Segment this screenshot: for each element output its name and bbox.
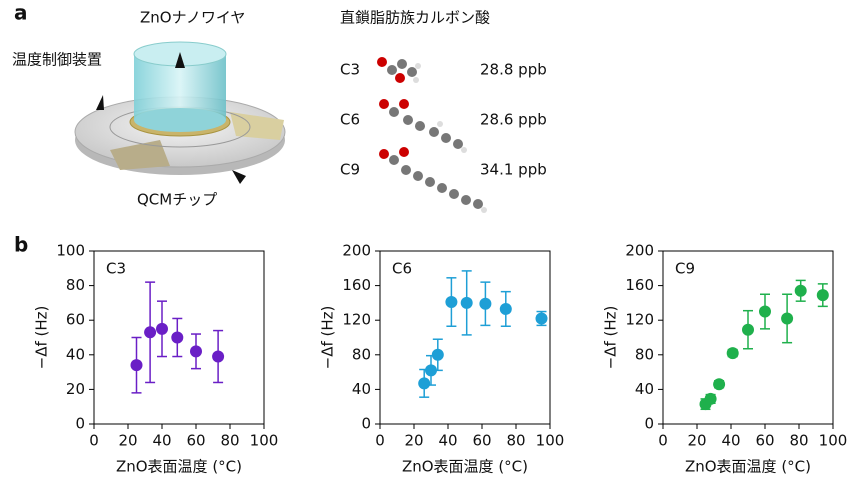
x-tick-label: 60 (472, 432, 491, 450)
y-tick-label: 0 (644, 415, 654, 433)
point (727, 347, 739, 359)
acids-title: 直鎖脂肪族カルボン酸 (340, 9, 490, 27)
point (817, 289, 829, 301)
x-tick-label: 60 (186, 432, 205, 450)
point (131, 359, 143, 371)
x-tick-label: 80 (789, 432, 808, 450)
y-tick-label: 60 (66, 311, 85, 329)
acid-name: C3 (340, 61, 360, 79)
y-axis-label: −Δf (Hz) (602, 306, 620, 370)
point (418, 377, 430, 389)
y-axis-label: −Δf (Hz) (319, 306, 337, 370)
device-illustration (75, 42, 285, 184)
point (713, 378, 725, 390)
y-axis-label: −Δf (Hz) (33, 306, 51, 370)
point (190, 345, 202, 357)
nanowire-label: ZnOナノワイヤ (140, 9, 245, 27)
y-tick-label: 40 (66, 345, 85, 363)
acid-concentration: 28.6 ppb (480, 111, 547, 129)
panel-label: b (14, 233, 28, 257)
point (536, 312, 548, 324)
point (432, 349, 444, 361)
y-tick-label: 160 (342, 276, 371, 294)
acid-concentration: 28.8 ppb (480, 61, 547, 79)
y-tick-label: 20 (66, 380, 85, 398)
x-tick-label: 20 (404, 432, 423, 450)
point (705, 393, 717, 405)
point (171, 332, 183, 344)
point (500, 303, 512, 315)
acid-name: C9 (340, 161, 360, 179)
panel-label: a (14, 1, 28, 25)
point (156, 323, 168, 335)
x-tick-label: 0 (375, 432, 385, 450)
y-tick-label: 80 (352, 345, 371, 363)
x-axis-label: ZnO表面温度 (°C) (402, 458, 528, 476)
x-tick-label: 40 (438, 432, 457, 450)
x-tick-label: 0 (89, 432, 99, 450)
point (781, 312, 793, 324)
y-tick-label: 0 (75, 415, 85, 433)
figure: a ZnOナノワイヤ 温度制御装置 QCMチップ 直鎖脂肪族カルボン酸 C3 2… (0, 0, 861, 486)
series-label: C9 (675, 260, 695, 278)
point (742, 324, 754, 336)
y-tick-label: 80 (635, 345, 654, 363)
acid-concentration: 34.1 ppb (480, 161, 547, 179)
y-tick-label: 40 (635, 380, 654, 398)
x-tick-label: 100 (536, 432, 565, 450)
point (445, 296, 457, 308)
acid-name: C6 (340, 111, 360, 129)
y-tick-label: 0 (361, 415, 371, 433)
x-tick-label: 20 (118, 432, 137, 450)
molecules (377, 57, 487, 213)
series-label: C3 (106, 260, 126, 278)
x-tick-label: 80 (506, 432, 525, 450)
y-tick-label: 120 (625, 311, 654, 329)
series-label: C6 (392, 260, 412, 278)
point (144, 326, 156, 338)
x-tick-label: 40 (721, 432, 740, 450)
y-tick-label: 200 (625, 242, 654, 260)
x-tick-label: 20 (687, 432, 706, 450)
x-tick-label: 0 (658, 432, 668, 450)
heater-label: 温度制御装置 (12, 51, 102, 69)
y-tick-label: 100 (56, 242, 85, 260)
x-axis-label: ZnO表面温度 (°C) (685, 458, 811, 476)
point (461, 297, 473, 309)
x-tick-label: 100 (250, 432, 279, 450)
x-tick-label: 100 (819, 432, 848, 450)
point (479, 298, 491, 310)
x-axis-label: ZnO表面温度 (°C) (116, 458, 242, 476)
y-tick-label: 120 (342, 311, 371, 329)
x-tick-label: 60 (755, 432, 774, 450)
y-tick-label: 80 (66, 276, 85, 294)
y-tick-label: 40 (352, 380, 371, 398)
point (795, 285, 807, 297)
point (212, 351, 224, 363)
chip-label: QCMチップ (137, 191, 217, 209)
point (759, 306, 771, 318)
y-tick-label: 200 (342, 242, 371, 260)
y-tick-label: 160 (625, 276, 654, 294)
x-tick-label: 40 (152, 432, 171, 450)
x-tick-label: 80 (220, 432, 239, 450)
